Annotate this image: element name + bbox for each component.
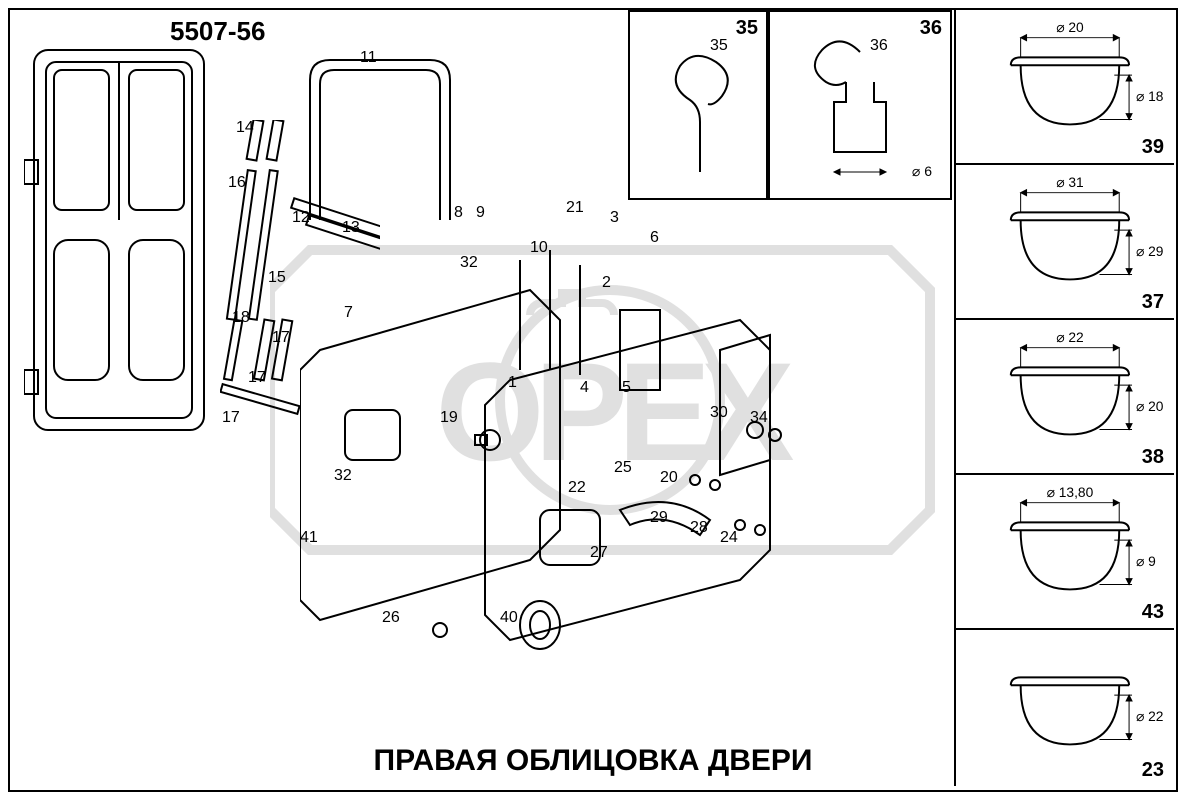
svg-text:⌀ 20: ⌀ 20 xyxy=(1056,20,1084,35)
callout-27: 27 xyxy=(590,545,608,561)
right-cell-1: 37⌀ 31⌀ 29 xyxy=(956,165,1174,320)
callout-4: 4 xyxy=(580,380,589,396)
inset-36-dim: ⌀ 6 xyxy=(912,163,932,180)
callout-11: 11 xyxy=(360,50,377,66)
profile-35 xyxy=(650,52,750,182)
callout-19: 19 xyxy=(440,410,458,426)
callout-21: 21 xyxy=(566,200,584,216)
inset-label-35: 35 xyxy=(736,18,758,38)
door-assembly xyxy=(24,40,224,460)
callout-7: 7 xyxy=(344,305,353,321)
callout-41: 41 xyxy=(300,530,318,546)
callout-2: 2 xyxy=(602,275,611,291)
callout-18: 18 xyxy=(232,310,250,326)
callout-8: 8 xyxy=(454,205,463,221)
inset-box-35: 35 xyxy=(628,10,768,200)
callout-6: 6 xyxy=(650,230,659,246)
svg-text:⌀ 29: ⌀ 29 xyxy=(1136,244,1164,259)
callout-16: 16 xyxy=(228,175,246,191)
callout-17: 17 xyxy=(222,410,240,426)
callout-20: 20 xyxy=(660,470,678,486)
grommet-drawing: ⌀ 31 ⌀ 29 xyxy=(966,171,1164,309)
callout-1: 1 xyxy=(508,375,517,391)
svg-text:⌀ 13,80: ⌀ 13,80 xyxy=(1047,485,1094,500)
callout-28: 28 xyxy=(690,520,708,536)
callout-32: 32 xyxy=(460,255,478,271)
callout-12: 12 xyxy=(292,210,310,226)
callout-17: 17 xyxy=(248,370,266,386)
right-cell-4: 23⌀ 22 xyxy=(956,630,1174,786)
diagram-frame: ПРАВАЯ ОБЛИЦОВКА ДВЕРИ 5507-56 OPEX xyxy=(8,8,1178,792)
right-cell-2: 38⌀ 22⌀ 20 xyxy=(956,320,1174,475)
inner-door-exploded xyxy=(300,230,790,670)
callout-13: 13 xyxy=(342,220,360,236)
callout-15: 15 xyxy=(268,270,286,286)
inset-label-36: 36 xyxy=(920,18,942,38)
svg-text:⌀ 20: ⌀ 20 xyxy=(1136,399,1164,414)
callout-36: 36 xyxy=(870,38,888,54)
callout-34: 34 xyxy=(750,410,768,426)
callout-32: 32 xyxy=(334,468,352,484)
svg-text:⌀ 18: ⌀ 18 xyxy=(1136,89,1164,104)
callout-9: 9 xyxy=(476,205,485,221)
right-cell-0: 39⌀ 20⌀ 18 xyxy=(956,10,1174,165)
callout-26: 26 xyxy=(382,610,400,626)
page: ПРАВАЯ ОБЛИЦОВКА ДВЕРИ 5507-56 OPEX xyxy=(0,0,1182,796)
grommet-drawing: ⌀ 20 ⌀ 18 xyxy=(966,16,1164,154)
callout-25: 25 xyxy=(614,460,632,476)
callout-17: 17 xyxy=(272,330,290,346)
right-cell-3: 43⌀ 13,80⌀ 9 xyxy=(956,475,1174,630)
right-column: 39⌀ 20⌀ 18 37⌀ 31⌀ 29 38⌀ 22⌀ 20 43⌀ 13,… xyxy=(954,10,1176,786)
callout-29: 29 xyxy=(650,510,668,526)
grommet-drawing: ⌀ 13,80 ⌀ 9 xyxy=(966,481,1164,619)
grommet-drawing: ⌀ 22 ⌀ 20 xyxy=(966,326,1164,464)
svg-text:⌀ 31: ⌀ 31 xyxy=(1056,175,1083,190)
callout-24: 24 xyxy=(720,530,738,546)
callout-10: 10 xyxy=(530,240,548,256)
callout-5: 5 xyxy=(622,380,631,396)
callout-35: 35 xyxy=(710,38,728,54)
svg-text:⌀ 9: ⌀ 9 xyxy=(1136,554,1156,569)
inset-box-36: 36 ⌀ 6 xyxy=(768,10,952,200)
svg-text:⌀ 22: ⌀ 22 xyxy=(1056,330,1083,345)
grommet-drawing: ⌀ 22 xyxy=(966,636,1164,774)
callout-14: 14 xyxy=(236,120,254,136)
callout-40: 40 xyxy=(500,610,518,626)
svg-text:⌀ 22: ⌀ 22 xyxy=(1136,709,1163,724)
profile-36 xyxy=(800,32,920,192)
callout-30: 30 xyxy=(710,405,728,421)
callout-22: 22 xyxy=(568,480,586,496)
callout-3: 3 xyxy=(610,210,619,226)
